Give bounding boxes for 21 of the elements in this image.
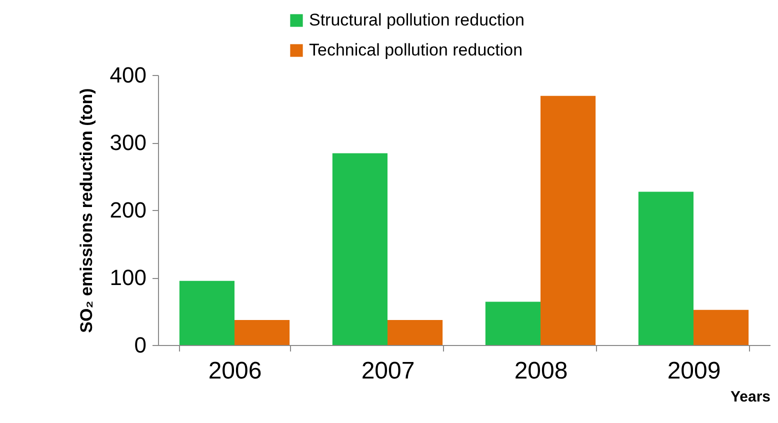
x-axis-title: Years (730, 388, 770, 406)
y-tick-label: 400 (110, 62, 146, 88)
y-tick-label: 0 (134, 332, 146, 358)
bar (694, 310, 749, 345)
x-tick-label: 2008 (514, 358, 568, 384)
bar (332, 153, 388, 345)
x-tick-label: 2009 (667, 358, 721, 384)
bar (179, 280, 234, 345)
y-tick-label: 100 (110, 265, 146, 290)
x-tick-label: 2006 (208, 358, 262, 384)
bar (485, 302, 540, 345)
x-tick-label: 2007 (361, 358, 415, 384)
bar (540, 96, 596, 345)
bar (234, 320, 290, 345)
legend-label: Structural pollution reduction (309, 10, 524, 30)
bar (638, 192, 694, 345)
bar (388, 320, 443, 345)
legend-label: Technical pollution reduction (309, 40, 523, 60)
y-tick-label: 300 (110, 130, 146, 155)
y-tick-label: 200 (110, 198, 146, 222)
y-axis-title: SO₂ emissions reduction (ton) (76, 88, 96, 333)
